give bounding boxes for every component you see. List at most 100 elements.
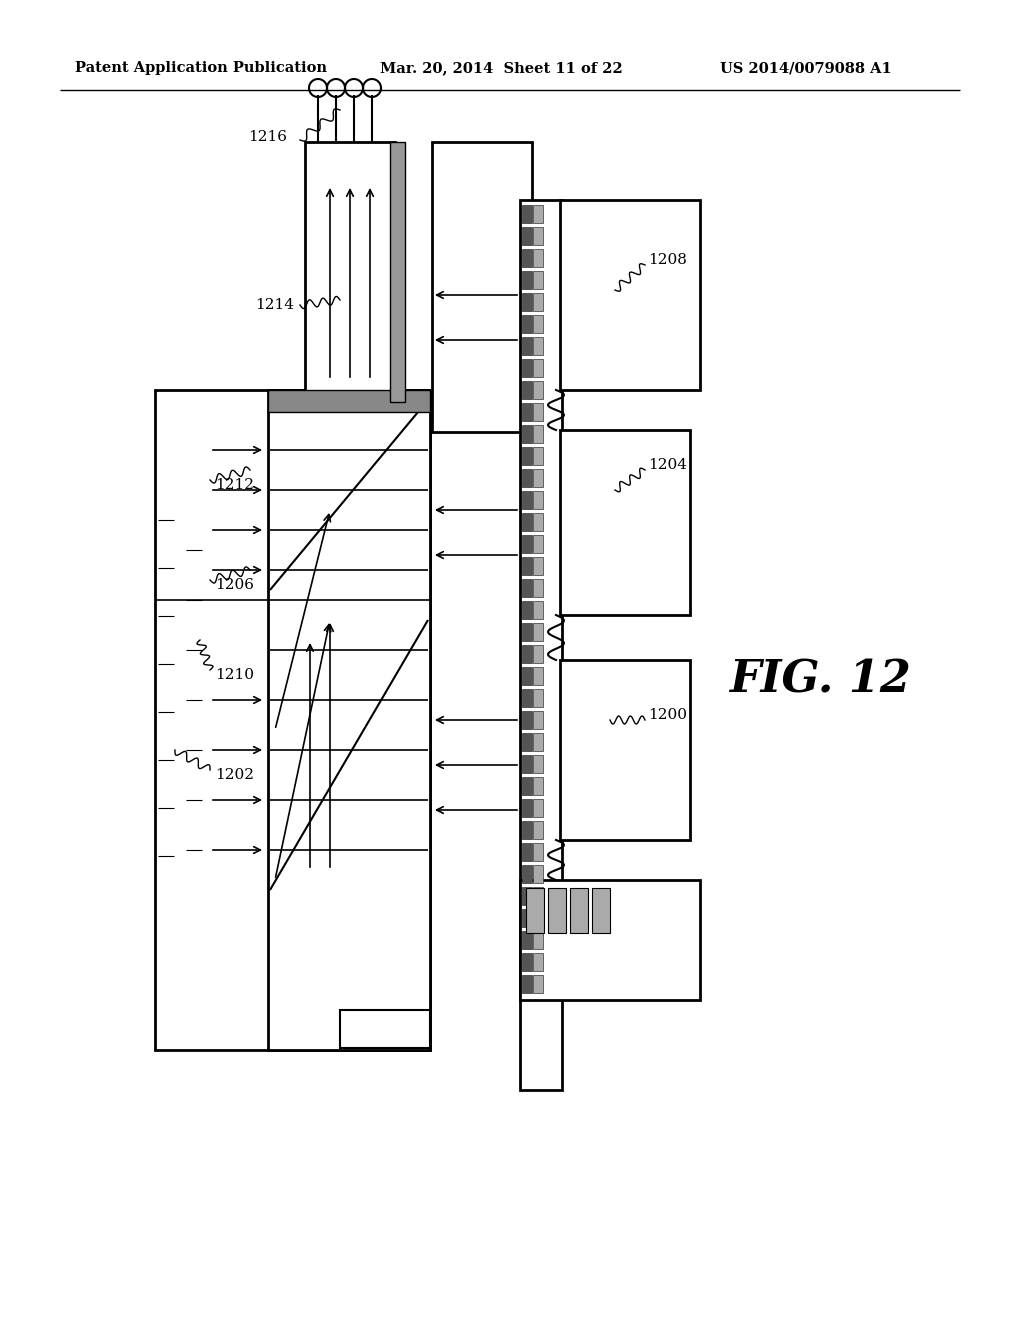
Bar <box>522 953 532 972</box>
Bar <box>534 755 543 774</box>
Bar <box>522 623 532 642</box>
Bar <box>522 887 532 906</box>
Bar <box>268 389 430 1049</box>
Bar <box>522 557 532 576</box>
Bar <box>534 623 543 642</box>
Bar <box>534 799 543 817</box>
Bar <box>534 667 543 685</box>
Bar <box>592 888 610 933</box>
Bar <box>522 579 532 597</box>
Bar <box>522 535 532 553</box>
Text: 1210: 1210 <box>215 668 254 682</box>
Bar <box>522 865 532 883</box>
Bar <box>534 601 543 619</box>
Text: 1208: 1208 <box>648 253 687 267</box>
Bar <box>560 660 690 840</box>
Bar <box>268 389 430 412</box>
Text: US 2014/0079088 A1: US 2014/0079088 A1 <box>720 61 892 75</box>
Bar <box>522 469 532 487</box>
Bar <box>534 469 543 487</box>
Bar <box>522 315 532 333</box>
Bar <box>157 500 175 900</box>
Bar <box>534 425 543 444</box>
Bar <box>534 447 543 465</box>
Bar <box>185 531 203 900</box>
Bar <box>534 843 543 861</box>
Bar <box>534 381 543 399</box>
Bar <box>305 143 395 403</box>
Bar <box>534 557 543 576</box>
Bar <box>534 909 543 927</box>
Bar <box>155 389 430 1049</box>
Bar <box>534 711 543 729</box>
Bar <box>534 513 543 531</box>
Bar <box>534 689 543 708</box>
Bar <box>534 315 543 333</box>
Bar <box>522 249 532 267</box>
Bar <box>390 143 406 403</box>
Bar <box>570 888 588 933</box>
Bar <box>522 403 532 421</box>
Text: 1200: 1200 <box>648 708 687 722</box>
Bar <box>534 403 543 421</box>
Bar <box>560 201 700 389</box>
Bar <box>526 888 544 933</box>
Bar <box>548 888 566 933</box>
Bar <box>534 337 543 355</box>
Bar <box>534 887 543 906</box>
Bar <box>522 293 532 312</box>
Text: 1214: 1214 <box>255 298 294 312</box>
Text: Mar. 20, 2014  Sheet 11 of 22: Mar. 20, 2014 Sheet 11 of 22 <box>380 61 623 75</box>
Bar <box>534 205 543 223</box>
Bar <box>534 777 543 795</box>
Bar <box>534 821 543 840</box>
Bar <box>522 205 532 223</box>
Bar <box>522 733 532 751</box>
Bar <box>522 381 532 399</box>
Bar <box>534 227 543 246</box>
Bar <box>522 711 532 729</box>
Bar <box>432 143 532 432</box>
Text: Patent Application Publication: Patent Application Publication <box>75 61 327 75</box>
Bar <box>522 667 532 685</box>
Text: FIG. 12: FIG. 12 <box>729 659 911 701</box>
Bar <box>522 931 532 949</box>
Bar <box>522 447 532 465</box>
Bar <box>534 271 543 289</box>
Bar <box>522 513 532 531</box>
Bar <box>534 931 543 949</box>
Bar <box>522 689 532 708</box>
Bar <box>534 535 543 553</box>
Bar <box>522 359 532 378</box>
Bar <box>522 755 532 774</box>
Bar <box>560 430 690 615</box>
Bar <box>522 645 532 663</box>
Bar <box>520 201 562 1090</box>
Bar <box>522 843 532 861</box>
Bar <box>520 880 700 1001</box>
Bar <box>534 359 543 378</box>
Bar <box>522 601 532 619</box>
Bar <box>534 293 543 312</box>
Bar <box>522 909 532 927</box>
Bar <box>522 821 532 840</box>
Bar <box>522 799 532 817</box>
Bar <box>522 777 532 795</box>
Bar <box>340 1010 430 1048</box>
Text: 1202: 1202 <box>215 768 254 781</box>
Bar <box>534 491 543 510</box>
Bar <box>534 249 543 267</box>
Text: 1212: 1212 <box>215 478 254 492</box>
Bar <box>522 491 532 510</box>
Text: 1204: 1204 <box>648 458 687 473</box>
Text: 1216: 1216 <box>248 129 287 144</box>
Bar <box>534 645 543 663</box>
Bar <box>534 865 543 883</box>
Bar <box>522 337 532 355</box>
Bar <box>534 733 543 751</box>
Bar <box>522 227 532 246</box>
Bar <box>534 579 543 597</box>
Text: 1206: 1206 <box>215 578 254 591</box>
Bar <box>534 953 543 972</box>
Bar <box>522 975 532 993</box>
